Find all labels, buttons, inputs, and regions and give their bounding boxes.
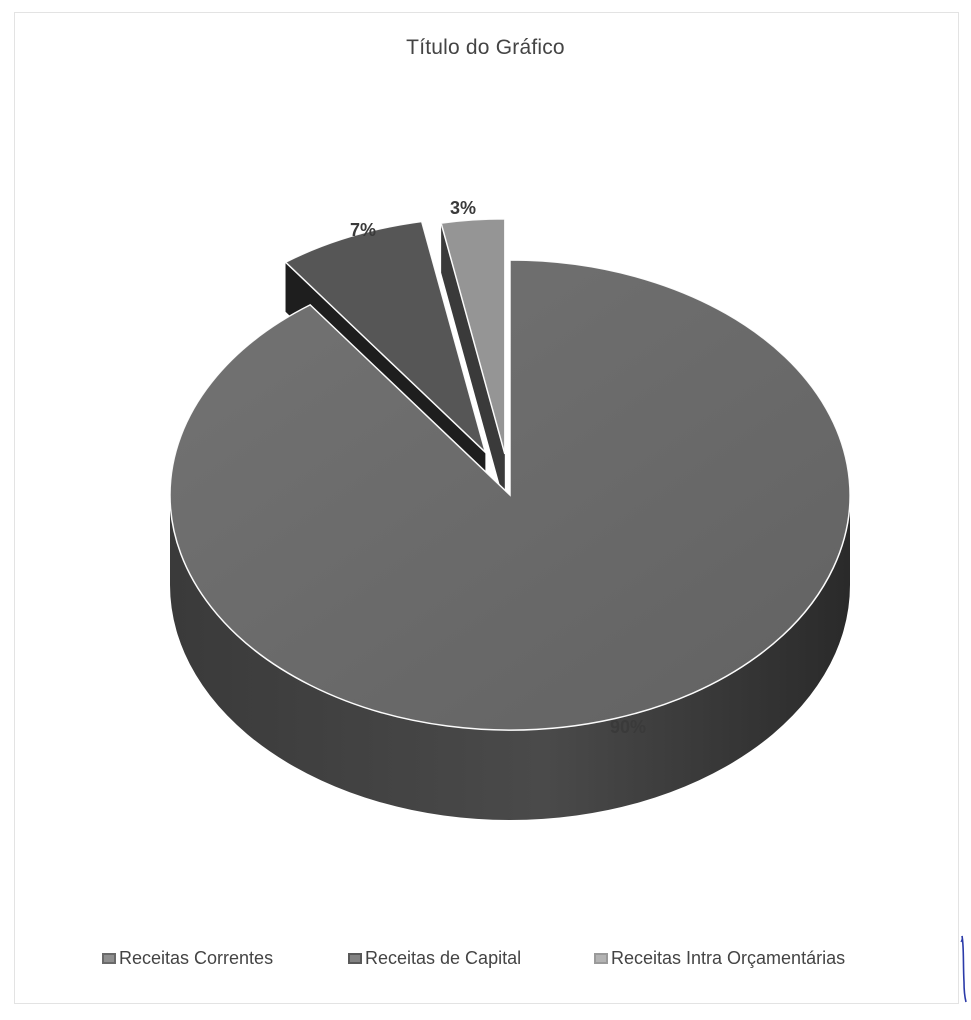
legend-swatch-icon — [348, 953, 362, 964]
legend-label: Receitas Intra Orçamentárias — [611, 948, 846, 968]
legend-item-receitas-de-capital: Receitas de Capital — [348, 948, 521, 969]
data-label-1: 7% — [350, 220, 376, 240]
pie-slice-texture-0 — [170, 260, 850, 730]
legend-item-receitas-intra-orcamentarias: Receitas Intra Orçamentárias — [594, 948, 845, 969]
pie-slice-1 — [284, 220, 487, 455]
data-label-0: 90% — [610, 717, 646, 737]
legend-label: Receitas Correntes — [119, 948, 274, 968]
pen-mark — [960, 935, 967, 1003]
legend-label: Receitas de Capital — [365, 948, 522, 968]
pie-labels: 90% 7% 3% — [350, 198, 646, 737]
pie-slice-face-2 — [441, 223, 505, 504]
legend-swatch-icon — [102, 953, 116, 964]
pie-slice-2 — [440, 218, 506, 455]
pie-tops — [169, 218, 851, 731]
data-label-2: 3% — [450, 198, 476, 218]
pie-slice-0 — [169, 259, 851, 731]
legend: Receitas Correntes Receitas de Capital R… — [0, 948, 971, 978]
legend-item-receitas-correntes: Receitas Correntes — [102, 948, 273, 969]
legend-swatch-icon — [594, 953, 608, 964]
pie-slice-side-0 — [170, 495, 850, 820]
chart-title: Título do Gráfico — [406, 36, 565, 59]
